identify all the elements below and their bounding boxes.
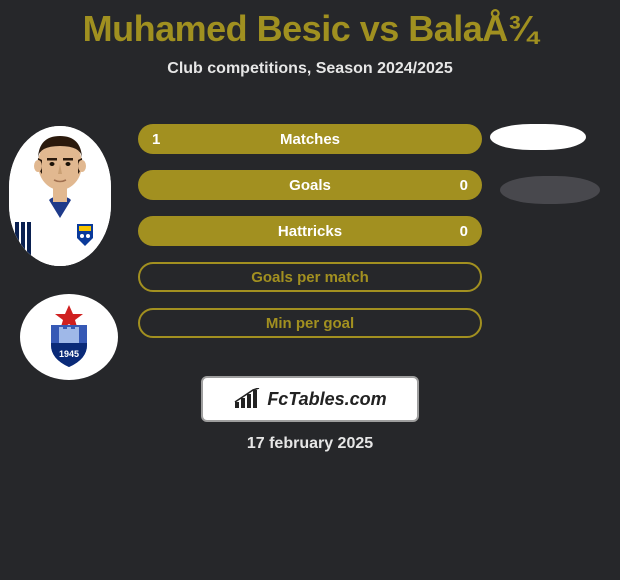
footer-date: 17 february 2025 bbox=[0, 435, 620, 453]
stat-label: Matches bbox=[280, 131, 340, 148]
opponent-pill-grey bbox=[500, 176, 600, 204]
stat-row-min-per-goal: Min per goal bbox=[138, 308, 482, 338]
stat-left-value: 1 bbox=[152, 131, 160, 148]
watermark-text: FcTables.com bbox=[267, 389, 386, 410]
stat-label: Min per goal bbox=[266, 315, 354, 332]
player-photo bbox=[9, 126, 111, 266]
stat-label: Hattricks bbox=[278, 223, 342, 240]
bars-icon bbox=[233, 388, 263, 410]
stat-right-value: 0 bbox=[460, 177, 468, 194]
stat-label: Goals bbox=[289, 177, 331, 194]
stat-row-matches: 1 Matches bbox=[138, 124, 482, 154]
page-subtitle: Club competitions, Season 2024/2025 bbox=[0, 60, 620, 78]
page-title: Muhamed Besic vs BalaÅ¾ bbox=[0, 0, 620, 50]
fctables-watermark: FcTables.com bbox=[201, 376, 419, 422]
stat-right-value: 0 bbox=[460, 223, 468, 240]
club-year: 1945 bbox=[59, 349, 79, 359]
opponent-pill-white bbox=[490, 124, 586, 150]
stats-panel: 1 Matches Goals 0 Hattricks 0 Goals per … bbox=[138, 124, 482, 354]
stat-row-hattricks: Hattricks 0 bbox=[138, 216, 482, 246]
club-logo: 1945 bbox=[20, 294, 118, 380]
stat-row-goals-per-match: Goals per match bbox=[138, 262, 482, 292]
stat-row-goals: Goals 0 bbox=[138, 170, 482, 200]
stat-label: Goals per match bbox=[251, 269, 369, 286]
